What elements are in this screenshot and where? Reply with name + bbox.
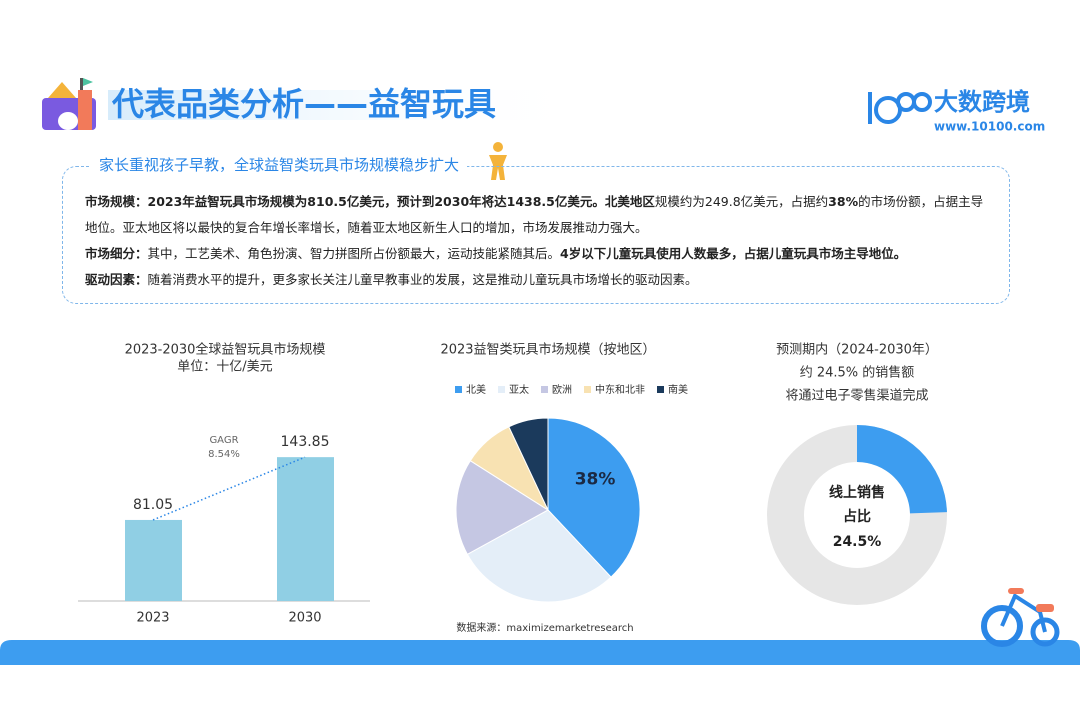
- chart-title: 约 24.5% 的销售额: [800, 365, 915, 381]
- text-run: 38%: [828, 194, 859, 209]
- legend-label: 南美: [668, 383, 688, 396]
- text-run: 4岁以下儿童玩具使用人数最多，占据儿童玩具市场主导地位。: [560, 246, 907, 261]
- value-label: 24.5%: [833, 534, 882, 550]
- legend-label: 欧洲: [552, 384, 572, 396]
- paragraph: 市场规模：2023年益智玩具市场规模为810.5亿美元，预计到2030年将达14…: [85, 189, 990, 241]
- donut-segment: [857, 425, 947, 514]
- brand: 大数跨境: [934, 88, 1030, 116]
- text-run: 市场细分：: [85, 246, 148, 261]
- chart-title: 2023益智类玩具市场规模（按地区）: [440, 342, 655, 358]
- legend-label: 亚太: [509, 383, 529, 396]
- legend-swatch: [657, 386, 664, 393]
- chart-title: 预测期内（2024-2030年）: [776, 342, 938, 358]
- text-run: 规模约为249.8亿美元，占据约: [654, 194, 829, 209]
- brand-url: www.10100.com: [934, 120, 1045, 134]
- text-run: 2023年益智玩具市场规模为810.5亿美元，预计到2030年将达1438.5亿…: [147, 194, 655, 209]
- center-text: 线上销售: [829, 484, 885, 501]
- value-label: 81.05: [133, 497, 173, 513]
- bar: [277, 457, 334, 601]
- value-label: 143.85: [281, 434, 330, 450]
- title-highlight: [108, 90, 588, 120]
- annotation: GAGR: [209, 435, 238, 446]
- section-heading: 家长重视孩子早教，全球益智类玩具市场规模稳步扩大: [91, 154, 468, 175]
- legend-swatch: [541, 386, 548, 393]
- x-tick-label: 2030: [288, 611, 321, 626]
- legend-label: 北美: [466, 383, 486, 396]
- text-run: 的市场份额，占据主导地位。亚太地区将以最快的复合年增长率增长，随着亚太地区新生人…: [85, 194, 984, 235]
- chart-title: 将通过电子零售渠道完成: [785, 388, 928, 404]
- footer-band: [0, 640, 1080, 665]
- trend-line: [152, 456, 306, 521]
- center-text: 占比: [843, 508, 871, 525]
- castle-icon: [42, 78, 96, 130]
- legend-swatch: [498, 386, 505, 393]
- bar: [125, 519, 182, 601]
- text-box: 家长重视孩子早教，全球益智类玩具市场规模稳步扩大 市场规模：2023年益智玩具市…: [62, 154, 1010, 304]
- pie-slice: [455, 460, 549, 556]
- text-run: 市场规模：: [85, 194, 148, 209]
- pie-slice: [508, 417, 549, 511]
- source-note: 数据来源：maximizemarketresearch: [456, 621, 633, 634]
- chart-title: 2023-2030全球益智玩具市场规模: [125, 342, 326, 358]
- text-run: 随着消费水平的提升，更多家长关注儿童早教事业的发展，这是推动儿童玩具市场增长的驱…: [147, 272, 698, 287]
- tricycle-icon: [981, 588, 1060, 647]
- legend-swatch: [455, 386, 462, 393]
- pie-slice: [547, 417, 641, 578]
- text-run: 驱动因素：: [85, 272, 148, 287]
- legend-swatch: [584, 386, 591, 393]
- annotation: 8.54%: [208, 449, 240, 460]
- paragraphs: 市场规模：2023年益智玩具市场规模为810.5亿美元，预计到2030年将达14…: [85, 189, 990, 293]
- paragraph: 驱动因素：随着消费水平的提升，更多家长关注儿童早教事业的发展，这是推动儿童玩具市…: [85, 267, 990, 293]
- text-run: 其中，工艺美术、角色扮演、智力拼图所占份额最大，运动技能紧随其后。: [147, 246, 561, 261]
- person-icon: [489, 142, 507, 180]
- logo-icon: [868, 92, 932, 124]
- value-label: 38%: [575, 469, 616, 489]
- x-tick-label: 2023: [136, 611, 169, 626]
- page-title: 代表品类分析——益智玩具: [111, 85, 496, 123]
- pie-slice: [466, 509, 612, 603]
- legend-label: 中东和北非: [595, 383, 645, 396]
- paragraph: 市场细分：其中，工艺美术、角色扮演、智力拼图所占份额最大，运动技能紧随其后。4岁…: [85, 241, 990, 267]
- chart-subtitle: 单位：十亿/美元: [177, 360, 272, 375]
